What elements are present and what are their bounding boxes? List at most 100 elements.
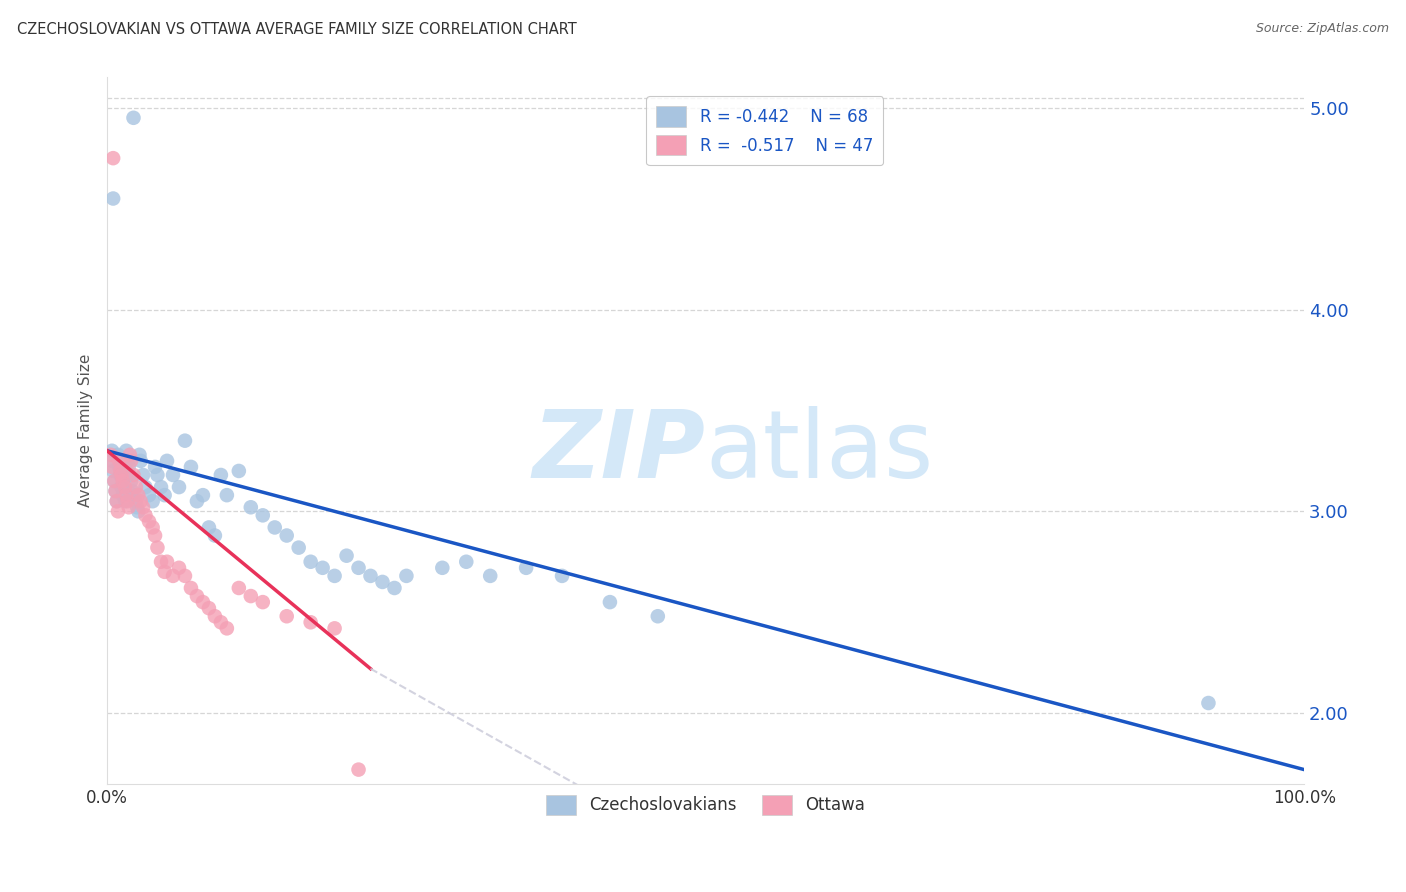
Point xyxy=(118,467,141,482)
Point xyxy=(129,454,152,468)
Point xyxy=(117,454,139,468)
Point xyxy=(215,621,238,635)
Point xyxy=(384,581,406,595)
Point xyxy=(198,601,221,615)
Point xyxy=(101,151,124,165)
Point xyxy=(115,488,138,502)
Point xyxy=(125,494,148,508)
Point xyxy=(146,541,169,555)
Point xyxy=(239,589,262,603)
Point xyxy=(146,467,169,482)
Point xyxy=(125,480,148,494)
Point xyxy=(228,581,250,595)
Point xyxy=(127,488,149,502)
Point xyxy=(153,488,176,502)
Point xyxy=(101,464,124,478)
Point xyxy=(138,515,160,529)
Point xyxy=(162,467,184,482)
Point xyxy=(120,474,142,488)
Point xyxy=(647,609,669,624)
Point xyxy=(263,520,285,534)
Point xyxy=(118,459,141,474)
Point xyxy=(143,459,166,474)
Point xyxy=(134,480,156,494)
Point xyxy=(138,488,160,502)
Point xyxy=(456,555,478,569)
Point xyxy=(323,569,346,583)
Point xyxy=(127,500,149,515)
Point xyxy=(186,589,208,603)
Point xyxy=(191,595,214,609)
Point xyxy=(360,569,382,583)
Point xyxy=(479,569,502,583)
Point xyxy=(156,555,179,569)
Point xyxy=(105,494,128,508)
Point xyxy=(239,500,262,515)
Point xyxy=(191,488,214,502)
Point xyxy=(204,609,226,624)
Point xyxy=(122,111,145,125)
Point xyxy=(101,459,124,474)
Point xyxy=(132,500,155,515)
Point xyxy=(110,467,132,482)
Point xyxy=(103,474,125,488)
Point xyxy=(150,555,173,569)
Point xyxy=(323,621,346,635)
Point xyxy=(167,561,190,575)
Point xyxy=(101,192,124,206)
Point xyxy=(107,504,129,518)
Text: atlas: atlas xyxy=(706,406,934,498)
Point xyxy=(215,488,238,502)
Point xyxy=(118,448,141,462)
Point xyxy=(209,467,232,482)
Point xyxy=(276,609,298,624)
Point xyxy=(143,528,166,542)
Point xyxy=(115,443,138,458)
Point xyxy=(111,488,134,502)
Point xyxy=(180,581,202,595)
Point xyxy=(114,494,136,508)
Point xyxy=(107,448,129,462)
Point xyxy=(111,474,134,488)
Point xyxy=(122,467,145,482)
Point xyxy=(103,474,125,488)
Text: CZECHOSLOVAKIAN VS OTTAWA AVERAGE FAMILY SIZE CORRELATION CHART: CZECHOSLOVAKIAN VS OTTAWA AVERAGE FAMILY… xyxy=(17,22,576,37)
Point xyxy=(287,541,309,555)
Point xyxy=(252,595,274,609)
Point xyxy=(347,561,370,575)
Point xyxy=(209,615,232,630)
Point xyxy=(105,494,128,508)
Text: ZIP: ZIP xyxy=(533,406,706,498)
Point xyxy=(1197,696,1219,710)
Point xyxy=(180,459,202,474)
Point xyxy=(118,500,141,515)
Point xyxy=(108,459,131,474)
Point xyxy=(101,443,124,458)
Point xyxy=(142,520,165,534)
Point xyxy=(599,595,621,609)
Y-axis label: Average Family Size: Average Family Size xyxy=(79,354,93,508)
Point xyxy=(127,504,149,518)
Point xyxy=(117,494,139,508)
Point xyxy=(335,549,357,563)
Point xyxy=(432,561,454,575)
Point xyxy=(150,480,173,494)
Point xyxy=(371,574,394,589)
Point xyxy=(129,494,152,508)
Legend: Czechoslovakians, Ottawa: Czechoslovakians, Ottawa xyxy=(536,784,875,825)
Point xyxy=(162,569,184,583)
Point xyxy=(110,480,132,494)
Point xyxy=(132,467,155,482)
Point xyxy=(174,434,197,448)
Point xyxy=(347,763,370,777)
Point xyxy=(167,480,190,494)
Point xyxy=(156,454,179,468)
Point xyxy=(114,480,136,494)
Point xyxy=(110,464,132,478)
Point xyxy=(276,528,298,542)
Point xyxy=(204,528,226,542)
Point xyxy=(252,508,274,523)
Point xyxy=(551,569,574,583)
Point xyxy=(153,565,176,579)
Point xyxy=(101,454,124,468)
